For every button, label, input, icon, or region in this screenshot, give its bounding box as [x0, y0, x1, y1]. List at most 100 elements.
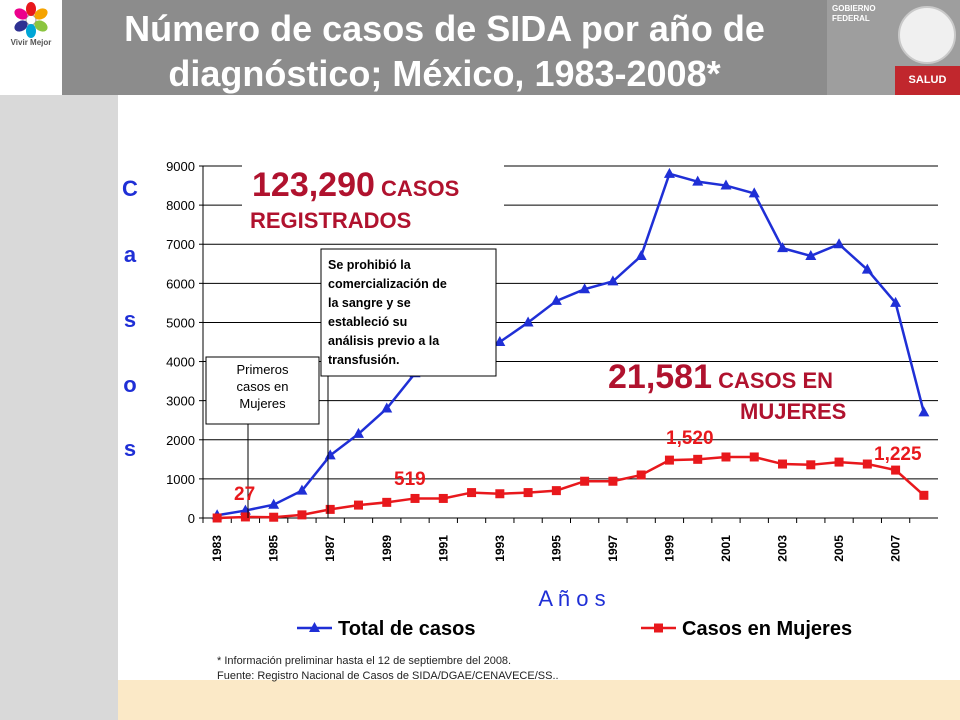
annotation-box-blood-ban-text: Se prohibió la — [328, 258, 412, 272]
total-annotation-bg — [242, 160, 504, 238]
annotation-box-first-women — [205, 356, 320, 425]
data-point-total — [607, 275, 619, 286]
data-point-total — [720, 179, 732, 190]
x-tick-label: 2003 — [776, 535, 790, 562]
y-axis-label-letter: a — [124, 242, 137, 267]
data-point-total — [268, 498, 280, 509]
data-point-women — [325, 504, 335, 514]
data-point-total — [861, 263, 873, 274]
data-point-total — [748, 187, 760, 198]
data-label-1520: 1,520 — [666, 428, 714, 449]
data-point-women — [919, 490, 929, 500]
data-point-women — [834, 457, 844, 467]
y-axis-label-letter: s — [124, 436, 136, 461]
data-point-women — [438, 493, 448, 503]
x-tick-label: 1997 — [606, 535, 620, 562]
data-label-519: 519 — [394, 469, 426, 490]
y-tick-label: 8000 — [166, 198, 195, 213]
data-point-women — [212, 513, 222, 523]
data-point-women — [495, 489, 505, 499]
data-point-women — [749, 452, 759, 462]
y-tick-label: 0 — [188, 511, 195, 526]
data-point-total — [692, 175, 704, 186]
logo-label: Vivir Mejor — [10, 38, 52, 47]
x-tick-label: 1985 — [267, 535, 281, 562]
gov-label-line-2: FEDERAL — [832, 14, 870, 23]
gov-label-line-1: GOBIERNO — [832, 4, 876, 13]
legend-label-women: Casos en Mujeres — [682, 618, 852, 640]
x-tick-label: 1987 — [323, 535, 337, 562]
data-point-total — [381, 402, 393, 413]
total-cases-annotation-line2: REGISTRADOS — [250, 208, 411, 233]
data-point-total — [805, 249, 817, 260]
annotation-box-blood-ban-text: la sangre y se — [328, 296, 411, 310]
data-point-women — [636, 470, 646, 480]
annotation-box-first-women-text: casos en — [236, 379, 288, 394]
annotation-box-blood-ban-text: comercialización de — [328, 277, 447, 291]
x-tick-label: 1991 — [436, 535, 450, 562]
series-line-total — [216, 172, 926, 517]
data-point-women — [353, 500, 363, 510]
data-point-women — [806, 460, 816, 470]
x-tick-label: 2001 — [719, 535, 733, 562]
salud-badge: SALUD — [895, 66, 960, 95]
data-point-total — [833, 238, 845, 249]
y-tick-label: 7000 — [166, 237, 195, 252]
x-axis-label: A ñ o s — [538, 586, 605, 611]
data-point-total — [352, 427, 364, 438]
data-label-1225: 1,225 — [874, 444, 922, 465]
data-point-women — [580, 476, 590, 486]
data-point-women — [862, 459, 872, 469]
flower-logo-icon — [14, 2, 48, 38]
bottom-band — [118, 680, 960, 720]
data-point-women — [891, 465, 901, 475]
data-point-women — [693, 454, 703, 464]
y-axis-label-letter: C — [122, 176, 138, 201]
y-tick-label: 6000 — [166, 276, 195, 291]
data-point-total — [324, 449, 336, 460]
data-point-women — [382, 497, 392, 507]
x-tick-label: 1999 — [662, 535, 676, 562]
x-tick-label: 1995 — [549, 535, 563, 562]
gov-label: GOBIERNO FEDERAL — [832, 4, 892, 24]
annotation-box-blood-ban — [320, 248, 497, 377]
data-point-women — [778, 459, 788, 469]
y-tick-label: 9000 — [166, 159, 195, 174]
data-point-women — [269, 512, 279, 522]
mexico-seal-icon — [898, 6, 956, 64]
data-point-total — [522, 316, 534, 327]
x-tick-label: 2007 — [889, 535, 903, 562]
annotation-box-first-women-text: Mujeres — [239, 396, 286, 411]
title-bar — [62, 0, 827, 95]
annotation-box-blood-ban-text: estableció su — [328, 315, 407, 329]
y-tick-label: 1000 — [166, 472, 195, 487]
footnote: * Información preliminar hasta el 12 de … — [217, 654, 559, 684]
data-point-total — [494, 336, 506, 346]
legend-marker-total — [309, 622, 320, 632]
data-label-27: 27 — [234, 484, 255, 505]
y-tick-label: 5000 — [166, 315, 195, 330]
data-point-women — [240, 512, 250, 522]
total-cases-annotation: 123,290 CASOS — [252, 166, 459, 204]
y-axis-label-letter: o — [123, 372, 136, 397]
women-cases-annotation: 21,581 CASOS EN — [608, 358, 833, 396]
annotation-box-blood-ban-text: análisis previo a la — [328, 334, 440, 348]
data-point-total — [663, 167, 675, 178]
data-point-women — [523, 488, 533, 498]
annotation-box-blood-ban-text: transfusión. — [328, 353, 400, 367]
data-point-total — [777, 242, 789, 253]
page-title: Número de casos de SIDA por año de diagn… — [62, 6, 827, 96]
vivir-mejor-logo: Vivir Mejor — [0, 0, 62, 95]
data-point-total — [635, 249, 647, 260]
footnote-line-1: * Información preliminar hasta el 12 de … — [217, 655, 512, 667]
data-point-total — [550, 294, 562, 305]
series-line-women — [217, 455, 925, 520]
footnote-line-2: Fuente: Registro Nacional de Casos de SI… — [217, 670, 559, 682]
data-point-total — [890, 296, 902, 307]
data-point-women — [551, 486, 561, 496]
x-tick-label: 1989 — [380, 535, 394, 562]
left-band — [0, 95, 118, 720]
y-tick-label: 4000 — [166, 355, 195, 370]
data-point-women — [608, 476, 618, 486]
